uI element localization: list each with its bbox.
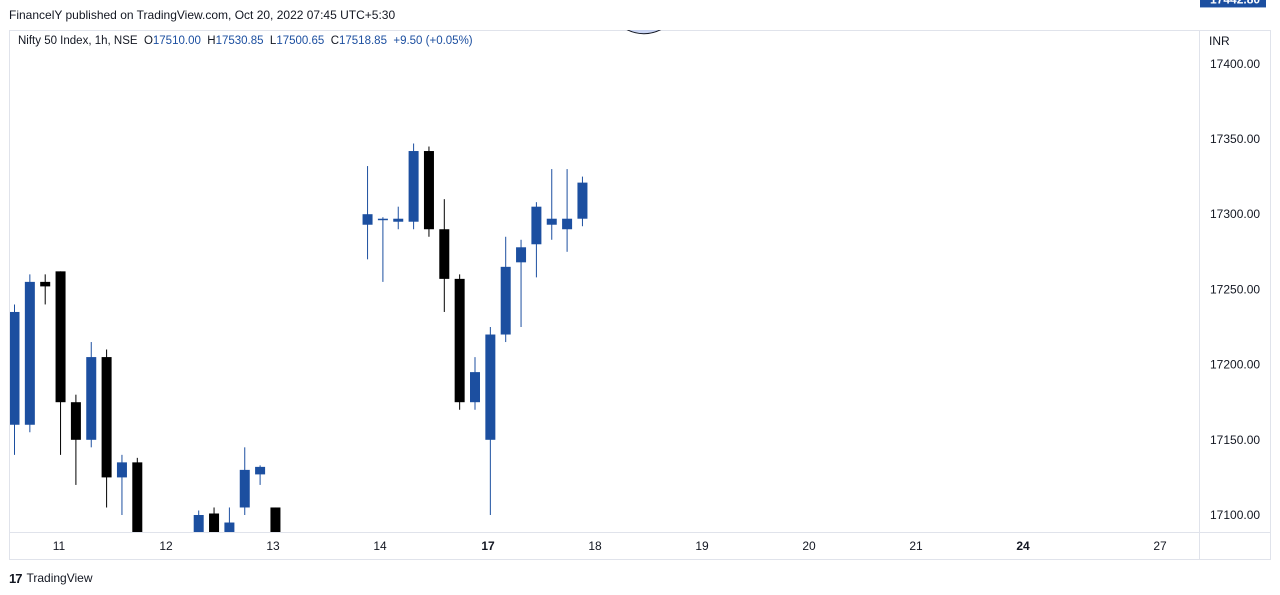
footer-brand[interactable]: 17 TradingView <box>9 569 93 587</box>
x-tick-label: 20 <box>802 539 816 553</box>
low-value: 17500.65 <box>276 35 325 47</box>
high-value: 17530.85 <box>215 35 264 47</box>
candle-body[interactable] <box>546 218 557 225</box>
high-label: H <box>207 35 216 47</box>
candle-body[interactable] <box>239 469 250 508</box>
circle-annotation-1[interactable] <box>582 0 705 35</box>
candle-body[interactable] <box>132 462 143 545</box>
candle-body[interactable] <box>10 311 20 425</box>
y-tick-label: 17250.00 <box>1210 282 1260 296</box>
candle-body[interactable] <box>393 218 404 222</box>
symbol-name: Nifty 50 Index, 1h, NSE <box>18 35 138 47</box>
y-tick-label: 17350.00 <box>1210 132 1260 146</box>
published-note: FinancelY published on TradingView.com, … <box>9 8 396 22</box>
candle-body[interactable] <box>24 281 35 425</box>
low-label: L <box>269 35 277 47</box>
x-tick-label: 17 <box>481 539 495 553</box>
candle-body[interactable] <box>516 247 527 263</box>
change-value: +9.50 (+0.05%) <box>393 35 473 47</box>
candle-body[interactable] <box>116 462 127 478</box>
brand-name: TradingView <box>26 571 93 585</box>
candle-body[interactable] <box>577 182 588 219</box>
y-tick-label: 17400.00 <box>1210 57 1260 71</box>
candle-body[interactable] <box>255 466 266 475</box>
x-tick-label: 18 <box>588 539 602 553</box>
y-tick-label: 17150.00 <box>1210 433 1260 447</box>
y-tick-label: 17200.00 <box>1210 358 1260 372</box>
candle-body[interactable] <box>362 214 373 225</box>
candle-body[interactable] <box>377 218 388 221</box>
candle-body[interactable] <box>209 513 220 545</box>
x-tick-label: 19 <box>695 539 709 553</box>
candle-body[interactable] <box>101 357 112 478</box>
x-tick-label: 11 <box>53 539 66 553</box>
candle-body[interactable] <box>531 206 542 245</box>
candle-body[interactable] <box>454 278 465 403</box>
x-tick-label: 14 <box>373 539 387 553</box>
x-tick-label: 12 <box>159 539 173 553</box>
candle-body[interactable] <box>86 357 97 440</box>
x-tick-label: 24 <box>1016 539 1030 553</box>
candle-body[interactable] <box>270 507 281 542</box>
currency-label: INR <box>1209 34 1230 48</box>
tradingview-logo-icon: 17 <box>9 570 23 586</box>
candle-body[interactable] <box>439 229 450 279</box>
price-label: 17442.80 <box>1210 0 1260 6</box>
candle-body[interactable] <box>500 266 511 335</box>
candle-body[interactable] <box>40 281 51 287</box>
y-tick-label: 17300.00 <box>1210 207 1260 221</box>
candle-body[interactable] <box>224 522 235 538</box>
header-bar: FinancelY published on TradingView.com, … <box>0 0 1280 30</box>
close-label: C <box>330 35 339 47</box>
x-tick-label: 21 <box>909 539 923 553</box>
open-value: 17510.00 <box>152 35 201 47</box>
candle-body[interactable] <box>408 151 419 222</box>
candle-body[interactable] <box>562 218 573 230</box>
close-value: 17518.85 <box>339 35 387 47</box>
candle-body[interactable] <box>485 334 496 440</box>
y-tick-label: 17100.00 <box>1210 508 1260 522</box>
plot-area[interactable] <box>10 0 1199 553</box>
candle-body[interactable] <box>423 151 434 230</box>
symbol-legend: Nifty 50 Index, 1h, NSE O17510.00 H17530… <box>18 35 473 47</box>
candle-body[interactable] <box>70 402 81 440</box>
price-label-box[interactable] <box>1200 0 1266 8</box>
x-tick-label: 27 <box>1153 539 1167 553</box>
x-tick-label: 13 <box>266 539 280 553</box>
candle-body[interactable] <box>193 515 204 538</box>
candle-body[interactable] <box>470 372 480 403</box>
candle-body[interactable] <box>55 271 66 403</box>
open-label: O <box>143 35 153 47</box>
